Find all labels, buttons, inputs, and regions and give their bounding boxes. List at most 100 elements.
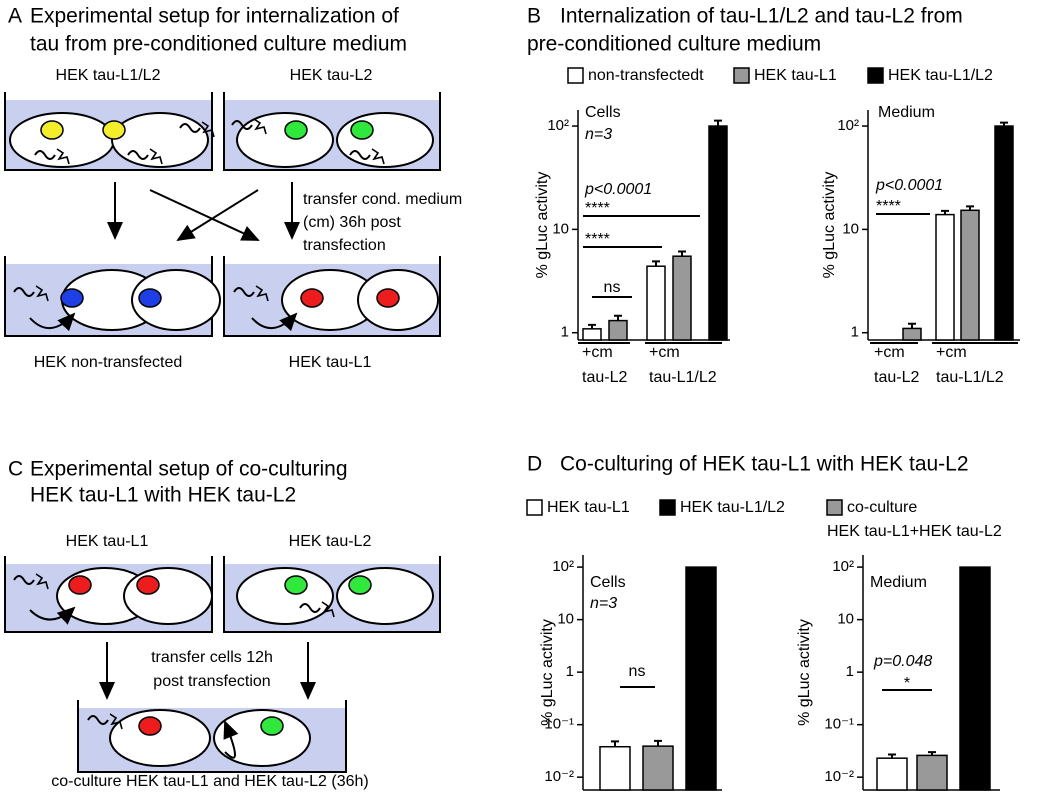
y-tick-label: 1 — [851, 324, 859, 341]
tau — [13, 287, 35, 297]
tau — [179, 123, 201, 133]
significance-label: p<0.0001 — [584, 181, 652, 198]
bar — [960, 209, 980, 341]
tau-aggregate — [35, 573, 49, 590]
bar — [902, 327, 922, 341]
well-label: HEK tau-L2 — [289, 533, 372, 550]
group-label: +cm — [649, 344, 680, 361]
significance-label: p<0.0001 — [875, 177, 943, 194]
bar — [672, 255, 692, 341]
y-axis-label: % gLuc activity — [539, 619, 556, 726]
significance-label: ns — [629, 663, 646, 680]
tau-aggregate — [253, 118, 267, 135]
y-axis-label: % gLuc activity — [796, 619, 813, 726]
nucleus — [136, 575, 160, 595]
error-bar — [941, 209, 949, 215]
cell — [236, 112, 334, 168]
tau — [127, 150, 149, 160]
error-bar — [652, 260, 660, 267]
group-label: tau-L1/L2 — [649, 369, 717, 386]
panel-label: Cells — [590, 574, 626, 591]
legend-swatch — [567, 67, 584, 84]
legend-label: non-transfectedt — [588, 67, 704, 84]
nucleus — [284, 120, 308, 140]
group-label: tau-L1/L2 — [936, 369, 1004, 386]
bar — [685, 566, 717, 791]
legend-label: HEK tau-L1 — [754, 67, 837, 84]
chart-title: Co-culturing of HEK tau-L1 with HEK tau-… — [560, 453, 969, 476]
legend-swatch — [659, 499, 676, 516]
transport-arrow — [223, 720, 239, 759]
chart-title: Internalization of tau-L1/L2 and tau-L2 … — [560, 5, 963, 28]
y-axis-label: % gLuc activity — [821, 172, 838, 279]
nucleus — [60, 288, 84, 308]
cell — [336, 112, 434, 168]
tau-aggregate — [56, 148, 70, 165]
cell — [213, 709, 311, 767]
panel-letter: A — [8, 5, 22, 28]
y-tick-label: 1 — [846, 663, 854, 680]
panel-title: HEK tau-L1 with HEK tau-L2 — [30, 484, 296, 507]
y-tick-label: 10 — [837, 611, 854, 628]
bar — [959, 566, 991, 791]
nucleus — [138, 288, 162, 308]
group-label: +cm — [936, 344, 967, 361]
group-label: +cm — [582, 344, 613, 361]
significance-label: p=0.048 — [873, 653, 932, 670]
well-label: HEK tau-L1 — [289, 354, 372, 371]
group-label: tau-L2 — [582, 369, 627, 386]
panel-letter: D — [527, 453, 542, 476]
cell — [336, 567, 434, 625]
legend-swatch — [867, 67, 884, 84]
tau-aggregate — [371, 148, 385, 165]
significance-label: **** — [876, 198, 901, 215]
group-label: +cm — [874, 344, 905, 361]
tau — [299, 603, 321, 613]
cell — [123, 567, 213, 625]
arrow — [176, 189, 259, 242]
bar — [876, 757, 908, 791]
tau-aggregate — [35, 285, 49, 302]
error-bar — [588, 323, 596, 329]
panel-letter: B — [527, 5, 541, 28]
arrow-label: transfection — [303, 237, 386, 254]
tau — [349, 150, 371, 160]
bar — [582, 328, 602, 341]
panel-letter: C — [8, 458, 23, 481]
container — [223, 256, 441, 337]
chart-title: pre-conditioned culture medium — [527, 33, 821, 56]
legend-swatch — [526, 499, 543, 516]
panel-label: Cells — [585, 104, 621, 121]
nucleus — [102, 120, 126, 140]
legend-swatch — [733, 67, 750, 84]
significance-label: ns — [604, 279, 621, 296]
arrow-label: transfer cond. medium — [303, 191, 462, 208]
well-label: HEK tau-L2 — [290, 67, 373, 84]
well-label: HEK non-transfected — [34, 354, 183, 371]
error-bar — [678, 250, 686, 257]
bar — [935, 213, 955, 341]
error-bar — [611, 740, 619, 747]
bar — [708, 125, 728, 341]
panel-label: Medium — [870, 574, 927, 591]
legend-label: HEK tau-L1/L2 — [680, 499, 785, 516]
y-tick-label: 10 — [842, 220, 859, 237]
arrow — [149, 189, 260, 241]
panel-title: tau from pre-conditioned culture medium — [30, 33, 407, 56]
tau — [87, 715, 109, 725]
error-bar — [928, 751, 936, 756]
n-label: n=3 — [590, 595, 617, 612]
y-tick-label: 10² — [552, 558, 574, 575]
panel-title: Experimental setup of co-culturing — [30, 458, 348, 481]
y-tick-label: 1 — [561, 324, 569, 341]
arrow-label: (cm) 36h post — [303, 214, 401, 231]
y-tick-label: 10⁻¹ — [824, 716, 854, 733]
y-tick-label: 10 — [557, 611, 574, 628]
tau — [233, 287, 255, 297]
y-tick-label: 10² — [832, 558, 854, 575]
panel-title: Experimental setup for internalization o… — [30, 5, 399, 28]
tau-aggregate — [201, 121, 215, 138]
error-bar — [1000, 121, 1008, 127]
legend-label: HEK tau-L1+HEK tau-L2 — [827, 523, 1002, 540]
